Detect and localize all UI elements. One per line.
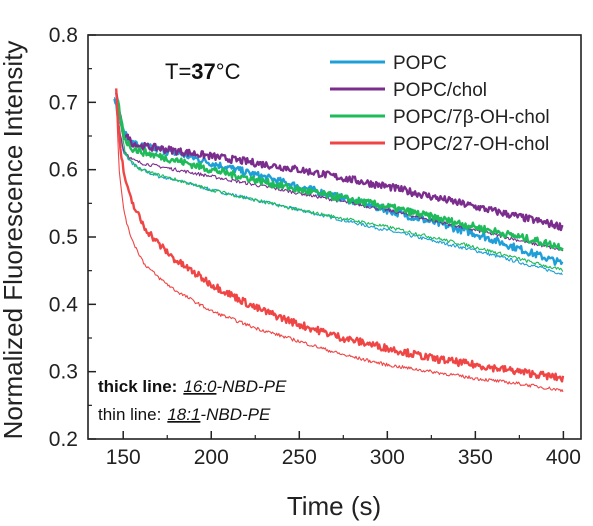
- x-tick-label: 250: [282, 446, 317, 469]
- y-tick-label: 0.4: [49, 293, 79, 316]
- y-tick-label: 0.2: [49, 428, 78, 451]
- thick-line-label: thick line:: [98, 377, 177, 396]
- temperature-annotation: T=37°C: [165, 59, 241, 84]
- series-line-thin-2: [117, 103, 564, 272]
- y-tick-label: 0.6: [49, 159, 78, 182]
- x-tick-label: 400: [546, 446, 581, 469]
- thick-line-rest: -NBD-PE: [216, 377, 287, 396]
- legend-label: POPC/27-OH-chol: [393, 134, 549, 155]
- x-tick-label: 150: [106, 446, 141, 469]
- x-tick-label: 350: [458, 446, 493, 469]
- thick-line-lipid: 16:0: [183, 377, 217, 396]
- y-axis-title: Normalized Fluorescence Intensity: [0, 41, 28, 440]
- temperature-unit: °C: [216, 59, 241, 84]
- series-line-thick-3: [115, 88, 565, 383]
- x-tick-label: 300: [370, 446, 405, 469]
- y-tick-label: 0.5: [49, 226, 78, 249]
- thin-line-rest: -NBD-PE: [200, 405, 271, 424]
- temperature-prefix: T=: [165, 59, 191, 84]
- legend-label: POPC/7β-OH-chol: [393, 107, 550, 128]
- series-line-thin-3: [115, 96, 564, 393]
- x-axis-title: Time (s): [287, 491, 381, 521]
- legend-label: POPC/chol: [393, 80, 487, 101]
- x-tick-label: 200: [194, 446, 229, 469]
- series-line-thick-1: [115, 92, 564, 232]
- series-line-thick-2: [116, 99, 564, 251]
- y-tick-label: 0.8: [49, 24, 78, 47]
- series-line-thin-0: [113, 97, 563, 276]
- legend: POPC POPC/chol POPC/7β-OH-chol POPC/27-OH-c…: [330, 53, 550, 155]
- legend-label: POPC: [393, 53, 447, 74]
- thin-line-note: thin line: 18:1-NBD-PE: [98, 405, 271, 424]
- y-tick-label: 0.3: [49, 361, 78, 384]
- axes-layer: 150 200 250 300 350 400 0.2 0.3 0.4 0.5 0.6 0.7 0.8: [49, 24, 581, 469]
- thin-line-lipid: 18:1: [167, 405, 200, 424]
- data-layer: [113, 88, 565, 393]
- y-tick-label: 0.7: [49, 91, 78, 114]
- temperature-value: 37: [191, 59, 215, 84]
- series-line-thin-1: [115, 102, 564, 252]
- thin-line-label: thin line:: [98, 405, 161, 424]
- thick-line-note: thick line: 16:0-NBD-PE: [98, 377, 287, 396]
